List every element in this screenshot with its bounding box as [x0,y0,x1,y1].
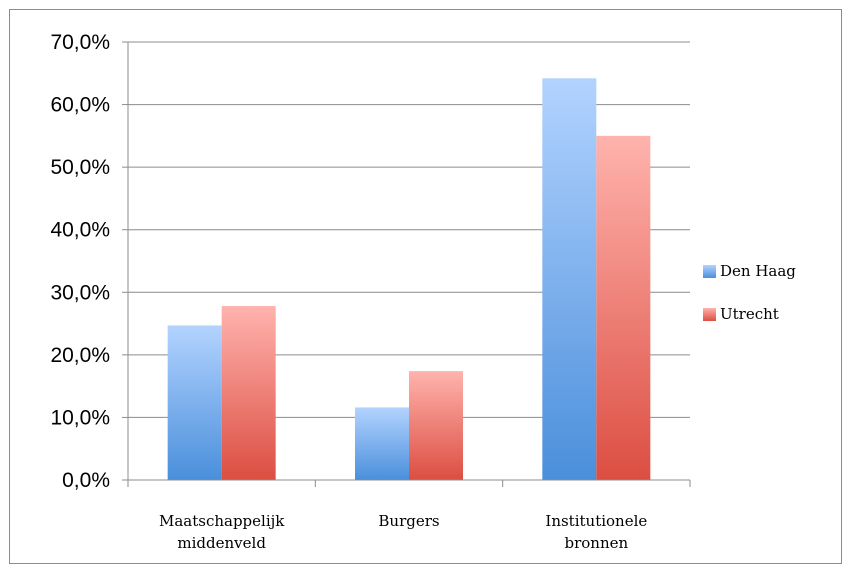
y-tick-label: 60,0% [50,94,110,117]
x-tick-label: Institutionele bronnen [545,512,647,552]
bar-den-haag [167,325,222,480]
legend: Den Haag Utrecht [703,262,796,323]
x-tick-label: Burgers [378,512,439,530]
legend-label: Den Haag [720,262,796,280]
legend-swatch [703,308,716,321]
bar-utrecht [596,135,651,480]
bar-utrecht [221,306,276,480]
bar-den-haag [355,407,409,480]
y-tick-label: 40,0% [50,219,110,242]
legend-label: Utrecht [720,305,779,323]
y-tick-label: 30,0% [50,281,110,304]
bar-den-haag [542,78,597,480]
y-tick-label: 20,0% [50,344,110,367]
bar-utrecht [409,371,463,480]
y-tick-label: 70,0% [50,31,110,54]
y-tick-label: 0,0% [62,469,110,492]
legend-swatch [703,265,716,278]
y-tick-label: 10,0% [50,406,110,429]
x-tick-label: Maatschappelijk middenveld [159,512,285,552]
y-tick-label: 50,0% [50,156,110,179]
